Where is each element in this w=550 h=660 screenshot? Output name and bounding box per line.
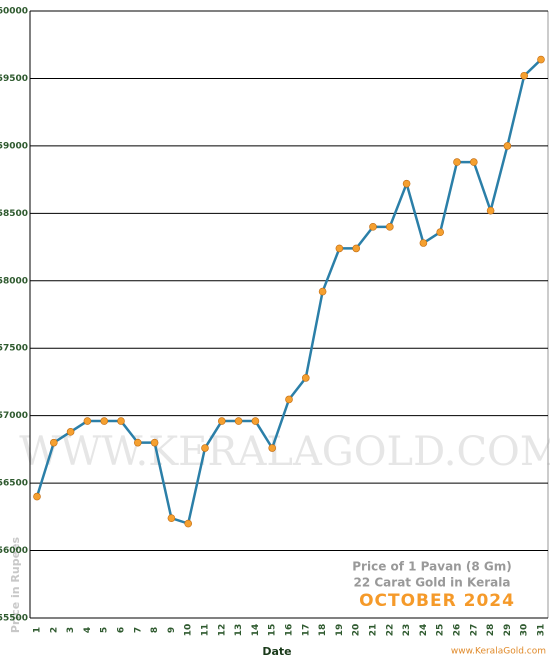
x-tick-label: 10 [184, 624, 194, 637]
x-tick-label: 23 [402, 624, 412, 637]
y-tick-label: 55500 [0, 614, 28, 624]
point-marker [83, 417, 92, 425]
point-marker [66, 428, 75, 436]
point-marker [167, 514, 176, 522]
x-tick-label: 11 [201, 624, 211, 637]
x-tick-label: 3 [66, 627, 76, 633]
x-tick-label: 7 [133, 627, 143, 633]
y-tick-label: 58000 [0, 276, 28, 286]
point-marker [318, 287, 327, 296]
x-tick-label: 18 [318, 624, 328, 637]
x-tick-label: 8 [150, 627, 160, 633]
point-marker [234, 417, 243, 425]
point-marker [218, 417, 226, 425]
point-marker [503, 142, 512, 150]
point-marker [49, 438, 58, 447]
x-axis-title: Date [262, 645, 291, 658]
x-tick-label: 22 [385, 624, 395, 637]
x-tick-label: 31 [537, 624, 547, 637]
point-marker [251, 417, 260, 425]
caption-line: 22 Carat Gold in Kerala [354, 576, 511, 590]
period: OCTOBER 2024 [359, 591, 515, 611]
y-tick-label: 59000 [0, 141, 28, 151]
point-marker [33, 492, 41, 501]
x-tick-label: 16 [285, 624, 295, 637]
x-tick-label: 30 [520, 624, 530, 637]
x-tick-label: 21 [369, 624, 379, 637]
point-marker [117, 417, 125, 425]
point-marker [436, 228, 445, 237]
point-marker [419, 239, 428, 247]
x-tick-label: 17 [301, 624, 311, 637]
point-marker [352, 244, 361, 253]
point-marker [285, 395, 293, 404]
x-tick-label: 9 [167, 627, 177, 633]
point-marker [301, 374, 310, 382]
y-tick-label: 60000 [0, 7, 28, 17]
y-tick-label: 56000 [0, 546, 28, 556]
y-tick-label: 59500 [0, 74, 28, 84]
x-tick-label: 25 [436, 624, 446, 637]
y-tick-label: 56500 [0, 479, 28, 489]
point-marker [100, 417, 108, 425]
x-tick-label: 28 [486, 624, 496, 637]
y-tick-label: 57500 [0, 344, 28, 354]
point-marker [520, 71, 529, 80]
point-marker [134, 438, 142, 447]
x-tick-label: 5 [100, 627, 110, 633]
x-tick-label: 13 [234, 624, 244, 637]
x-tick-label: 27 [469, 624, 479, 637]
watermark: WWW.KERALAGOLD.COM [19, 429, 550, 475]
caption-line: Price of 1 Pavan (8 Gm) [352, 560, 512, 574]
x-tick-label: 2 [49, 627, 59, 633]
x-tick-label: 24 [419, 624, 429, 637]
point-marker [184, 519, 192, 528]
point-marker [335, 244, 344, 253]
y-tick-label: 58500 [0, 209, 28, 219]
point-marker [486, 206, 495, 215]
x-tick-label: 4 [83, 627, 93, 633]
point-marker [402, 179, 411, 188]
point-marker [268, 444, 277, 452]
point-marker [201, 444, 209, 452]
point-marker [537, 55, 545, 64]
point-marker [369, 223, 377, 231]
x-tick-label: 29 [503, 624, 513, 637]
x-tick-label: 6 [117, 627, 127, 633]
x-tick-label: 20 [352, 624, 362, 637]
point-marker [453, 158, 461, 166]
y-axis-title: Price in Rupees [9, 536, 22, 633]
x-tick-label: 26 [453, 624, 463, 637]
point-marker [385, 223, 394, 231]
y-tick-label: 57000 [0, 411, 28, 421]
x-tick-label: 15 [268, 624, 278, 637]
x-tick-label: 19 [335, 624, 345, 637]
point-marker [150, 438, 159, 447]
x-tick-label: 14 [251, 624, 261, 637]
website: www.KeralaGold.com [451, 647, 546, 657]
x-tick-label: 12 [217, 624, 227, 637]
point-marker [469, 158, 478, 166]
x-tick-label: 1 [33, 627, 43, 633]
